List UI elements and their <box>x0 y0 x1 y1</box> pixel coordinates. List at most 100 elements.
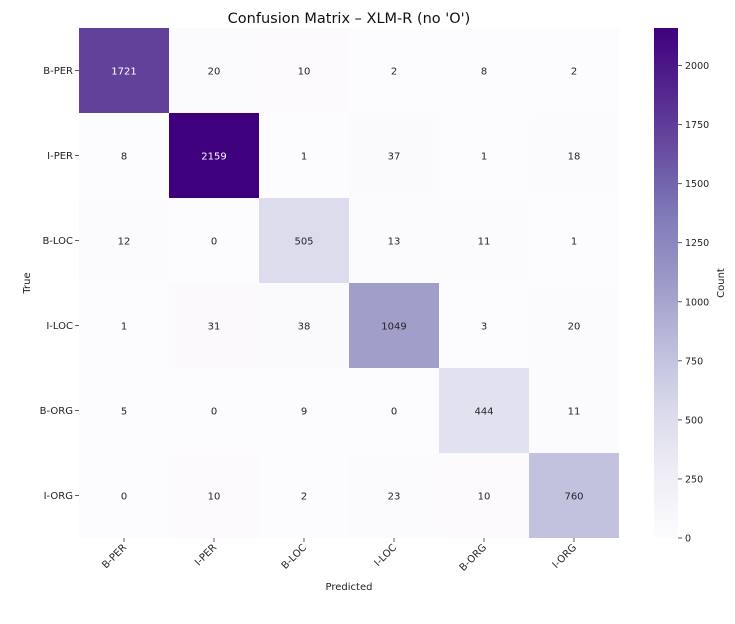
heatmap-cell-I-LOC-I-PER <box>169 283 259 368</box>
cell-value-label: 1 <box>121 322 127 333</box>
cell-value-label: 12 <box>118 237 131 248</box>
colorbar-tick-label: 500 <box>685 415 703 426</box>
cell-value-label: 2 <box>571 67 577 78</box>
heatmap-cell-B-LOC-I-LOC <box>349 198 439 283</box>
x-tick-label: I-ORG <box>551 542 580 571</box>
cell-value-label: 1 <box>481 152 487 163</box>
heatmap-cell-I-ORG-B-LOC <box>259 453 349 538</box>
heatmap-cell-B-LOC-I-PER <box>169 198 259 283</box>
colorbar-tick-label: 1500 <box>685 179 709 190</box>
cell-value-label: 0 <box>121 492 127 503</box>
cell-value-label: 37 <box>388 152 401 163</box>
cell-value-label: 13 <box>388 237 401 248</box>
heatmap-cell-I-PER-I-PER <box>169 113 259 198</box>
y-axis-ticks: B-PER I-PER B-LOC I-LOC B-ORG I-ORG <box>40 66 79 502</box>
cell-value-label: 1721 <box>111 67 136 78</box>
heatmap-cell-B-ORG-B-ORG <box>439 368 529 453</box>
heatmap-cell-B-PER-I-LOC <box>349 28 439 113</box>
y-axis-label: True <box>22 272 33 294</box>
heatmap-cell-B-ORG-I-ORG <box>529 368 619 453</box>
cell-value-label: 9 <box>301 407 307 418</box>
heatmap-cell-B-LOC-B-PER <box>79 198 169 283</box>
cell-value-label: 0 <box>211 407 217 418</box>
colorbar-tick-label: 2000 <box>685 61 709 72</box>
heatmap-cell-B-ORG-B-LOC <box>259 368 349 453</box>
chart-title: Confusion Matrix – XLM-R (no 'O') <box>228 11 471 27</box>
heatmap-cell-I-ORG-I-ORG <box>529 453 619 538</box>
x-tick-label: B-LOC <box>280 542 309 571</box>
heatmap-cell-I-ORG-I-PER <box>169 453 259 538</box>
heatmap-cell-I-LOC-I-ORG <box>529 283 619 368</box>
cell-value-label: 10 <box>298 67 311 78</box>
heatmap-cell-I-PER-I-ORG <box>529 113 619 198</box>
colorbar-tick-label: 1750 <box>685 120 709 131</box>
cell-value-label: 1 <box>571 237 577 248</box>
colorbar-label: Count <box>716 268 727 298</box>
colorbar-tick-label: 1000 <box>685 297 709 308</box>
colorbar: 0 250 500 750 1000 1250 1500 1750 2000 Count <box>654 28 727 545</box>
x-tick-label: B-PER <box>100 542 129 571</box>
cell-value-label: 38 <box>298 322 311 333</box>
cell-value-label: 11 <box>568 407 581 418</box>
cell-value-label: 18 <box>568 152 581 163</box>
cell-value-label: 10 <box>478 492 491 503</box>
heatmap-cell-I-PER-B-PER <box>79 113 169 198</box>
y-tick-label: I-ORG <box>44 491 73 502</box>
colorbar-tick-label: 1250 <box>685 238 709 249</box>
heatmap-cell-I-PER-B-LOC <box>259 113 349 198</box>
heatmap-cell-I-LOC-B-PER <box>79 283 169 368</box>
x-axis-ticks: B-PER I-PER B-LOC I-LOC B-ORG I-ORG <box>100 538 579 574</box>
x-tick-label: I-PER <box>193 542 219 568</box>
heatmap-cell-B-LOC-I-ORG <box>529 198 619 283</box>
heatmap-cell-I-PER-I-LOC <box>349 113 439 198</box>
cell-value-label: 8 <box>121 152 127 163</box>
colorbar-tick-label: 0 <box>685 534 691 545</box>
cell-value-label: 444 <box>474 407 493 418</box>
cell-value-label: 5 <box>121 407 127 418</box>
cell-value-label: 20 <box>568 322 581 333</box>
cell-value-label: 2 <box>301 492 307 503</box>
y-tick-label: I-PER <box>47 151 73 162</box>
x-tick-label: I-LOC <box>373 542 400 569</box>
heatmap-cell-B-ORG-I-LOC <box>349 368 439 453</box>
cell-value-label: 20 <box>208 67 221 78</box>
heatmap-cell-B-PER-B-ORG <box>439 28 529 113</box>
heatmap-cell-I-ORG-B-PER <box>79 453 169 538</box>
cell-value-label: 11 <box>478 237 491 248</box>
heatmap-cell-B-PER-B-LOC <box>259 28 349 113</box>
cell-value-label: 2159 <box>201 152 226 163</box>
heatmap-cell-I-LOC-I-LOC <box>349 283 439 368</box>
x-axis-label: Predicted <box>326 582 373 593</box>
heatmap-cell-I-LOC-B-LOC <box>259 283 349 368</box>
heatmap-cell-I-PER-B-ORG <box>439 113 529 198</box>
y-tick-label: B-PER <box>43 66 73 77</box>
cell-value-label: 8 <box>481 67 487 78</box>
heatmap-cell-I-ORG-B-ORG <box>439 453 529 538</box>
cell-value-label: 2 <box>391 67 397 78</box>
cell-value-label: 760 <box>564 492 583 503</box>
y-tick-label: B-LOC <box>42 236 73 247</box>
heatmap-cell-B-LOC-B-ORG <box>439 198 529 283</box>
cell-value-label: 0 <box>391 407 397 418</box>
heatmap-cell-B-ORG-B-PER <box>79 368 169 453</box>
colorbar-gradient <box>654 28 678 538</box>
y-tick-label: B-ORG <box>40 406 73 417</box>
heatmap-cell-B-ORG-I-PER <box>169 368 259 453</box>
cell-value-label: 31 <box>208 322 221 333</box>
cell-value-label: 0 <box>211 237 217 248</box>
colorbar-ticks: 0 250 500 750 1000 1250 1500 1750 2000 <box>678 61 709 545</box>
heatmap-cells <box>79 28 619 538</box>
cell-value-label: 3 <box>481 322 487 333</box>
heatmap-cell-I-ORG-I-LOC <box>349 453 439 538</box>
x-tick-label: B-ORG <box>458 542 489 573</box>
heatmap-cell-B-PER-I-ORG <box>529 28 619 113</box>
cell-value-label: 1049 <box>381 322 406 333</box>
colorbar-tick-label: 750 <box>685 356 703 367</box>
cell-value-label: 1 <box>301 152 307 163</box>
colorbar-tick-label: 250 <box>685 474 703 485</box>
heatmap-cell-B-PER-B-PER <box>79 28 169 113</box>
cell-value-label: 505 <box>294 237 313 248</box>
